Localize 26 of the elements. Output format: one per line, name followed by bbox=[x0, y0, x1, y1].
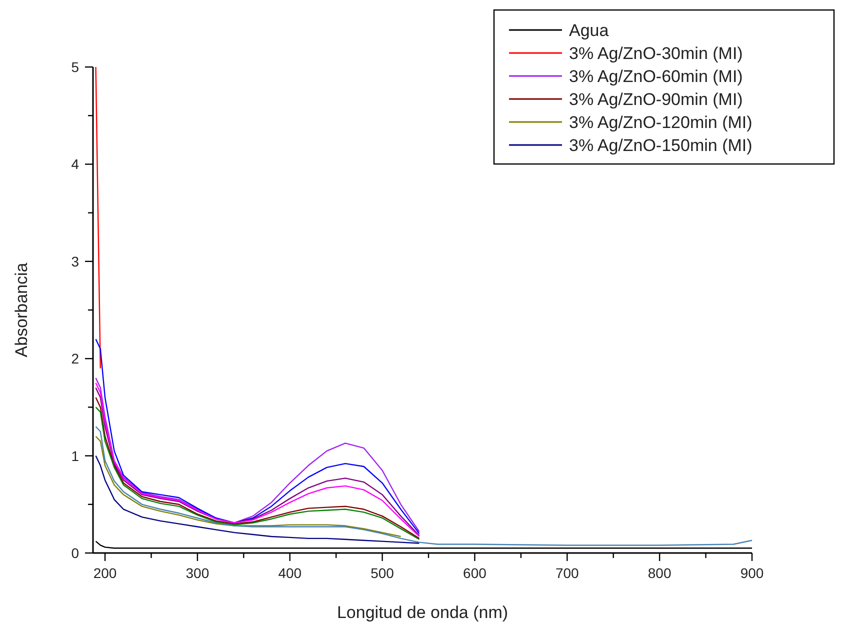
line-series bbox=[95, 436, 402, 538]
y-tick-label: 5 bbox=[71, 59, 80, 75]
line-series bbox=[95, 426, 753, 546]
x-tick-label: 900 bbox=[740, 565, 764, 581]
legend-label: Agua bbox=[569, 21, 610, 40]
x-tick-label: 700 bbox=[555, 565, 580, 581]
line-series bbox=[95, 455, 420, 544]
legend-label: 3% Ag/ZnO-60min (MI) bbox=[569, 67, 743, 86]
legend-label: 3% Ag/ZnO-90min (MI) bbox=[569, 90, 743, 109]
y-tick-label: 4 bbox=[71, 156, 80, 172]
x-tick-label: 200 bbox=[93, 565, 117, 581]
x-axis-title: Longitud de onda (nm) bbox=[336, 603, 508, 622]
x-tick-label: 400 bbox=[278, 565, 302, 581]
legend-label: 3% Ag/ZnO-30min (MI) bbox=[569, 44, 743, 63]
legend-label: 3% Ag/ZnO-120min (MI) bbox=[569, 113, 752, 132]
y-tick-label: 0 bbox=[71, 545, 80, 561]
x-tick-label: 800 bbox=[648, 565, 672, 581]
legend-label: 3% Ag/ZnO-150min (MI) bbox=[569, 136, 752, 155]
x-tick-label: 600 bbox=[463, 565, 487, 581]
x-tick-label: 500 bbox=[370, 565, 394, 581]
y-tick-label: 3 bbox=[71, 253, 80, 270]
x-tick-label: 300 bbox=[186, 565, 210, 581]
y-tick-label: 2 bbox=[71, 350, 80, 367]
y-tick-label: 1 bbox=[71, 448, 80, 464]
y-axis-title: Absorbancia bbox=[12, 262, 31, 358]
line-series bbox=[95, 338, 420, 534]
